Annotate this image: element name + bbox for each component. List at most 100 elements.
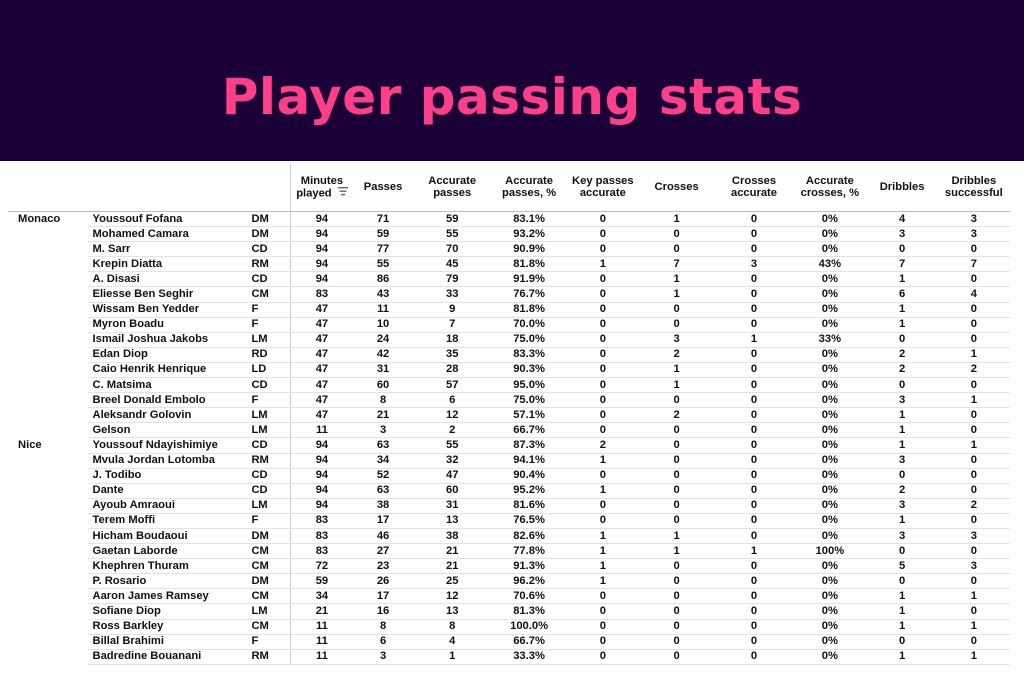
stat-cell: 94 bbox=[290, 483, 353, 499]
position-cell: LM bbox=[249, 498, 292, 514]
stat-cell: 3 bbox=[866, 498, 938, 514]
stat-cell: 0 bbox=[714, 226, 794, 243]
stat-cell: 0 bbox=[714, 573, 794, 590]
column-header[interactable]: Crosses bbox=[638, 163, 715, 212]
stat-cell: 79 bbox=[413, 271, 491, 288]
stat-cell: 0 bbox=[567, 619, 639, 635]
stat-cell: 2 bbox=[937, 362, 1010, 379]
stat-cell: 0% bbox=[793, 286, 867, 303]
stat-cell: 70.0% bbox=[490, 317, 568, 333]
stat-cell: 21 bbox=[413, 543, 491, 560]
column-header[interactable]: Passes bbox=[352, 163, 414, 212]
column-header[interactable]: Accurate passes, % bbox=[490, 163, 568, 212]
stat-cell: 0 bbox=[937, 422, 1010, 439]
stat-cell: 0% bbox=[793, 407, 867, 424]
stat-cell: 94 bbox=[290, 211, 353, 228]
column-header[interactable]: Accurate passes bbox=[413, 163, 491, 212]
team-cell bbox=[8, 483, 88, 498]
column-header[interactable]: Dribbles successful bbox=[937, 163, 1010, 212]
table-row: Khephren Thuram CM 72 23 21 91.3% 1 0 0 0% 5 3 bbox=[8, 558, 1010, 575]
stat-cell: 0 bbox=[866, 241, 938, 258]
stat-cell: 0% bbox=[793, 483, 867, 499]
stat-cell: 0 bbox=[638, 649, 715, 665]
position-cell: F bbox=[249, 634, 292, 650]
stat-cell: 94 bbox=[290, 453, 353, 469]
stat-cell: 24 bbox=[352, 332, 414, 348]
position-cell: CM bbox=[249, 286, 292, 303]
stat-cell: 2 bbox=[638, 347, 715, 363]
stat-cell: 47 bbox=[290, 317, 353, 333]
table-row: Gaetan Laborde CM 83 27 21 77.8% 1 1 1 100% 0 0 bbox=[8, 543, 1010, 560]
position-cell: LM bbox=[249, 332, 292, 348]
stat-cell: 2 bbox=[866, 483, 938, 499]
stat-cell: 1 bbox=[638, 543, 715, 560]
stat-cell: 3 bbox=[352, 649, 414, 665]
stat-cell: 0 bbox=[638, 483, 715, 499]
table-row: P. Rosario DM 59 26 25 96.2% 1 0 0 0% 0 0 bbox=[8, 573, 1010, 590]
column-header[interactable]: Minutes played bbox=[290, 163, 353, 212]
stat-cell: 90.9% bbox=[490, 241, 568, 258]
team-cell bbox=[8, 544, 88, 559]
column-header[interactable]: Accurate crosses, % bbox=[793, 163, 867, 212]
stat-cell: 0 bbox=[714, 619, 794, 635]
stat-cell: 75.0% bbox=[490, 332, 568, 348]
stat-cell: 23 bbox=[352, 558, 414, 575]
stat-cell: 4 bbox=[413, 634, 491, 650]
stat-cell: 0% bbox=[793, 437, 867, 454]
player-name-cell: Youssouf Fofana bbox=[88, 211, 250, 228]
stat-cell: 38 bbox=[413, 528, 491, 545]
stat-cell: 1 bbox=[567, 453, 639, 469]
stat-cell: 0 bbox=[638, 392, 715, 409]
team-cell bbox=[8, 347, 88, 362]
stat-cell: 2 bbox=[413, 422, 491, 439]
player-name-cell: Myron Boadu bbox=[88, 317, 250, 333]
title-banner: Player passing stats bbox=[0, 0, 1024, 161]
stat-cell: 1 bbox=[866, 588, 938, 605]
player-name-cell: Edan Diop bbox=[88, 347, 250, 363]
stat-cell: 1 bbox=[714, 332, 794, 348]
stat-cell: 0 bbox=[567, 513, 639, 529]
stat-cell: 0 bbox=[714, 302, 794, 318]
position-cell: LD bbox=[249, 362, 292, 379]
stat-cell: 0% bbox=[793, 317, 867, 333]
stat-cell: 1 bbox=[866, 437, 938, 454]
stat-cell: 8 bbox=[352, 619, 414, 635]
stat-cell: 47 bbox=[290, 407, 353, 424]
stat-cell: 94.1% bbox=[490, 453, 568, 469]
stat-cell: 90.3% bbox=[490, 362, 568, 379]
stat-cell: 0 bbox=[567, 377, 639, 394]
stat-cell: 0 bbox=[714, 453, 794, 469]
stat-cell: 0 bbox=[638, 619, 715, 635]
stat-cell: 81.3% bbox=[490, 603, 568, 620]
stat-cell: 83 bbox=[290, 528, 353, 545]
team-cell bbox=[8, 362, 88, 377]
column-header[interactable]: Key passes accurate bbox=[567, 163, 639, 212]
stat-cell: 31 bbox=[352, 362, 414, 379]
stat-cell: 86 bbox=[352, 271, 414, 288]
stat-cell: 76.7% bbox=[490, 286, 568, 303]
stat-cell: 0% bbox=[793, 603, 867, 620]
stat-cell: 47 bbox=[290, 392, 353, 409]
stat-cell: 3 bbox=[714, 256, 794, 273]
stat-cell: 1 bbox=[937, 649, 1010, 665]
stat-cell: 0 bbox=[567, 392, 639, 409]
stat-cell: 47 bbox=[290, 347, 353, 363]
position-cell: RD bbox=[249, 347, 292, 363]
stat-cell: 81.8% bbox=[490, 256, 568, 273]
stat-cell: 0% bbox=[793, 362, 867, 379]
stat-cell: 0 bbox=[638, 241, 715, 258]
sort-icon[interactable] bbox=[337, 186, 348, 200]
stat-cell: 60 bbox=[352, 377, 414, 394]
stat-cell: 55 bbox=[352, 256, 414, 273]
stat-cell: 47 bbox=[290, 362, 353, 379]
stat-cell: 0 bbox=[866, 634, 938, 650]
stat-cell: 3 bbox=[866, 392, 938, 409]
column-header[interactable]: Dribbles bbox=[866, 163, 938, 212]
stat-cell: 100.0% bbox=[490, 619, 568, 635]
stat-cell: 7 bbox=[937, 256, 1010, 273]
stat-cell: 21 bbox=[290, 603, 353, 620]
table-row: J. Todibo CD 94 52 47 90.4% 0 0 0 0% 0 0 bbox=[8, 468, 1010, 484]
stat-cell: 1 bbox=[866, 422, 938, 439]
table-header-row: Minutes played Passes Accurate passes Ac… bbox=[8, 163, 1010, 212]
column-header[interactable]: Crosses accurate bbox=[714, 163, 794, 212]
